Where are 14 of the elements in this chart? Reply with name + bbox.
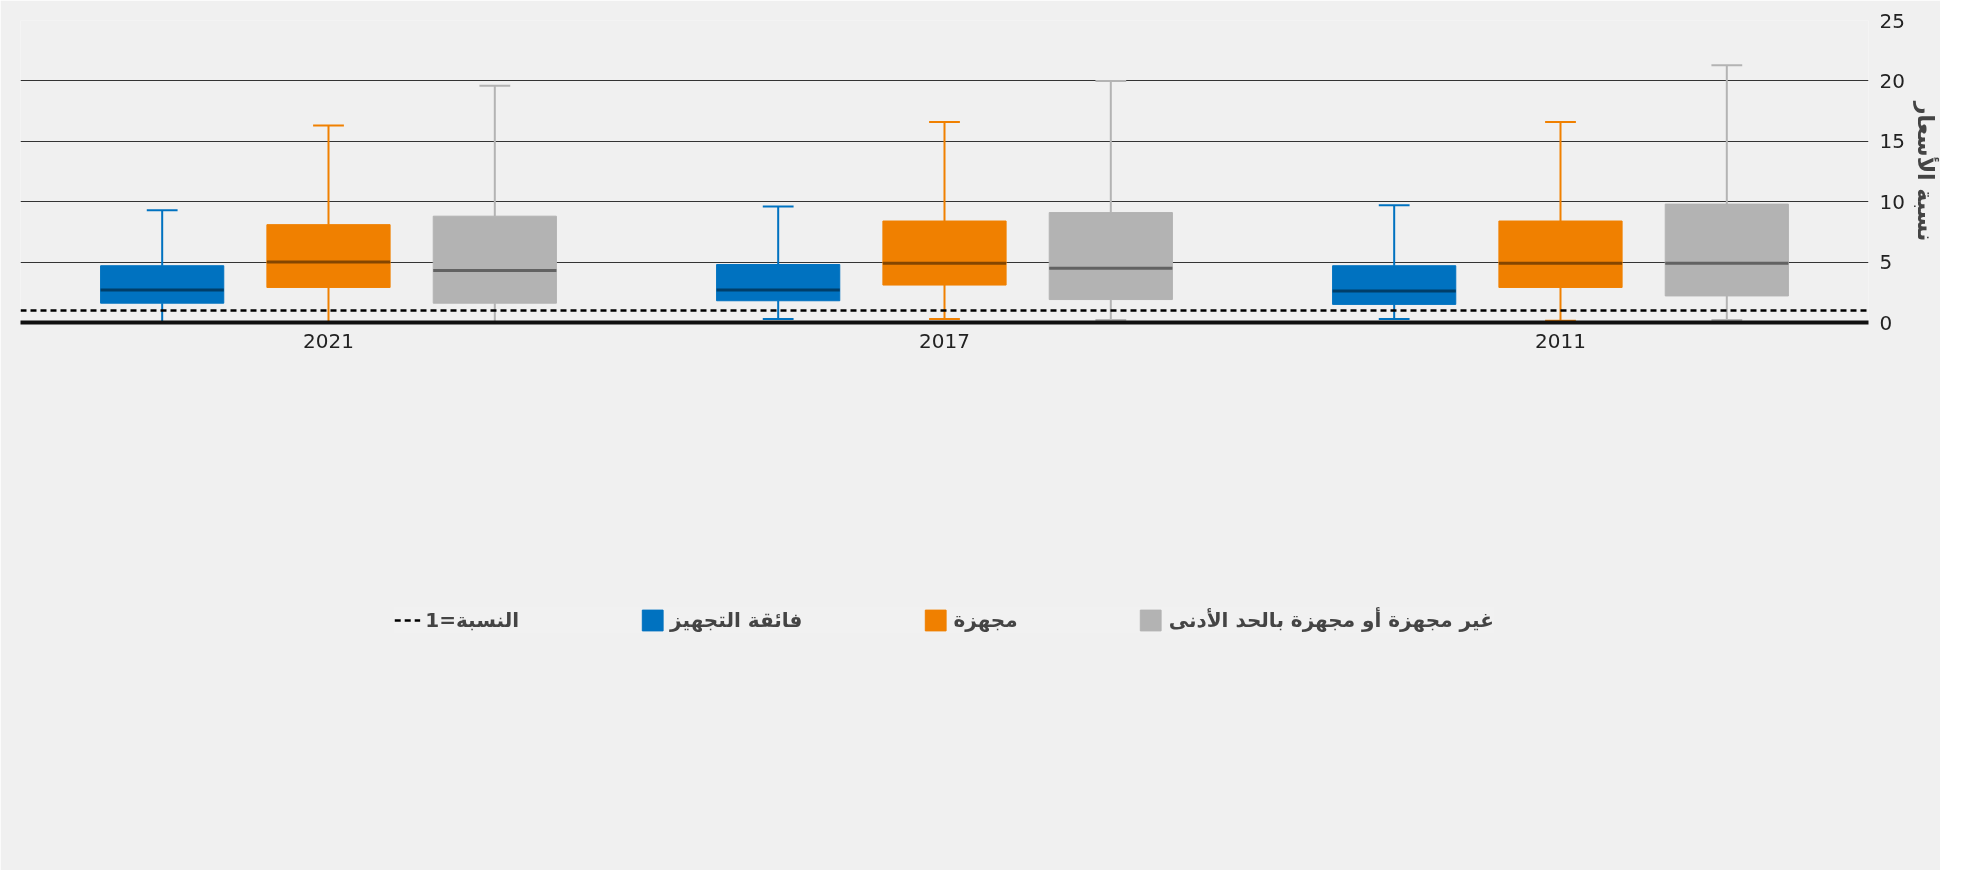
y-tick-label: 0 (1879, 310, 1893, 335)
legend-label: غير مجهزة أو مجهزة بالحد الأدنى (1168, 608, 1494, 632)
y-tick-label: 20 (1879, 68, 1905, 93)
x-tick-label: 2017 (919, 328, 970, 353)
legend-label: فائقة التجهيز (670, 608, 803, 632)
y-tick-label: 15 (1879, 129, 1905, 154)
y-tick-label: 10 (1879, 189, 1905, 214)
y-axis-title: نسبة الأسعار (1912, 100, 1940, 242)
x-tick-label: 2011 (1535, 328, 1586, 353)
y-tick-label: 25 (1879, 8, 1905, 33)
x-tick-label: 2021 (303, 328, 354, 353)
legend-label: مجهزة (953, 608, 1018, 632)
y-tick-label: 5 (1879, 250, 1893, 275)
legend-label: النسبة=1 (425, 608, 520, 632)
